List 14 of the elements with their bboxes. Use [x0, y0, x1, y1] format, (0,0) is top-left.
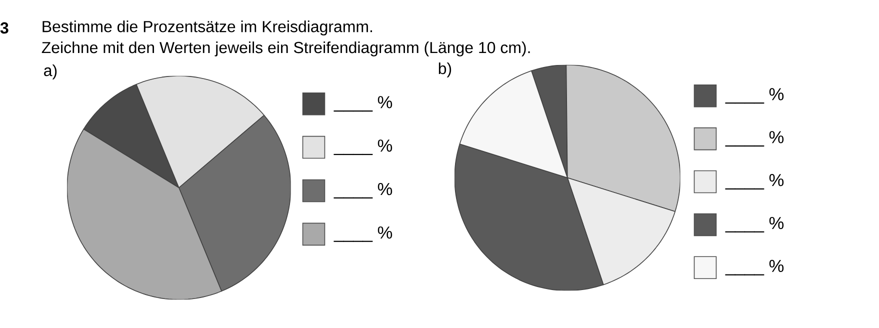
legend-label: ____ % — [725, 131, 784, 147]
legend-label: ____ % — [725, 217, 784, 233]
legend-label: ____ % — [334, 226, 392, 242]
legend-label: ____ % — [334, 183, 392, 199]
legend-label: ____ % — [334, 140, 392, 156]
chart-title: a) — [44, 64, 57, 80]
chart-title: b) — [438, 62, 452, 78]
legend-label: ____ % — [334, 96, 392, 112]
legend-label: ____ % — [725, 174, 784, 190]
text: Bestimme die Prozentsätze im Kreisdiagramm. — [42, 20, 372, 36]
text: Zeichne mit den Werten jeweils ein Streifendiagramm (Länge 10 cm). — [42, 42, 530, 57]
text: 3 — [0, 22, 8, 34]
legend-label: ____ % — [725, 260, 784, 276]
legend-label: ____ % — [725, 88, 784, 104]
